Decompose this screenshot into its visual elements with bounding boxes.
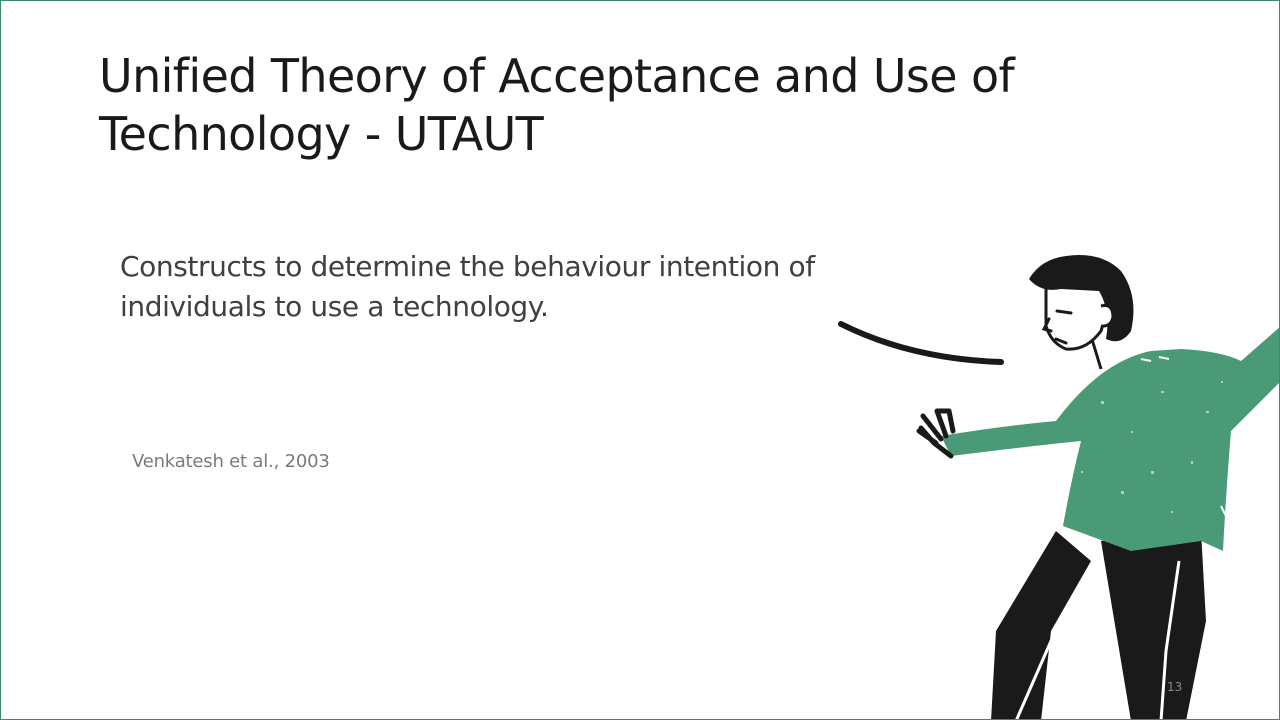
hair: [1029, 255, 1134, 342]
hand: [916, 408, 956, 459]
eye: [1055, 309, 1073, 315]
leg-stripe-left: [1015, 560, 1103, 719]
slide-body-text: Constructs to determine the behaviour in…: [120, 250, 815, 323]
motion-line: [838, 321, 1004, 365]
leg-stripe-right: [1159, 560, 1181, 719]
ear: [1100, 304, 1115, 328]
sweater: [941, 327, 1279, 551]
slide-title: Unified Theory of Acceptance and Use of …: [99, 49, 1015, 161]
citation: Venkatesh et al., 2003: [132, 451, 330, 472]
mouth: [1054, 337, 1068, 345]
sweater-texture: [1081, 381, 1223, 513]
nose: [1041, 317, 1053, 333]
page-number: 13: [1167, 680, 1183, 694]
gesturing-person-illustration: [838, 255, 1279, 719]
sweater-stitch-marks: [1140, 356, 1238, 517]
left-leg: [991, 531, 1091, 719]
right-leg: [1101, 531, 1206, 719]
